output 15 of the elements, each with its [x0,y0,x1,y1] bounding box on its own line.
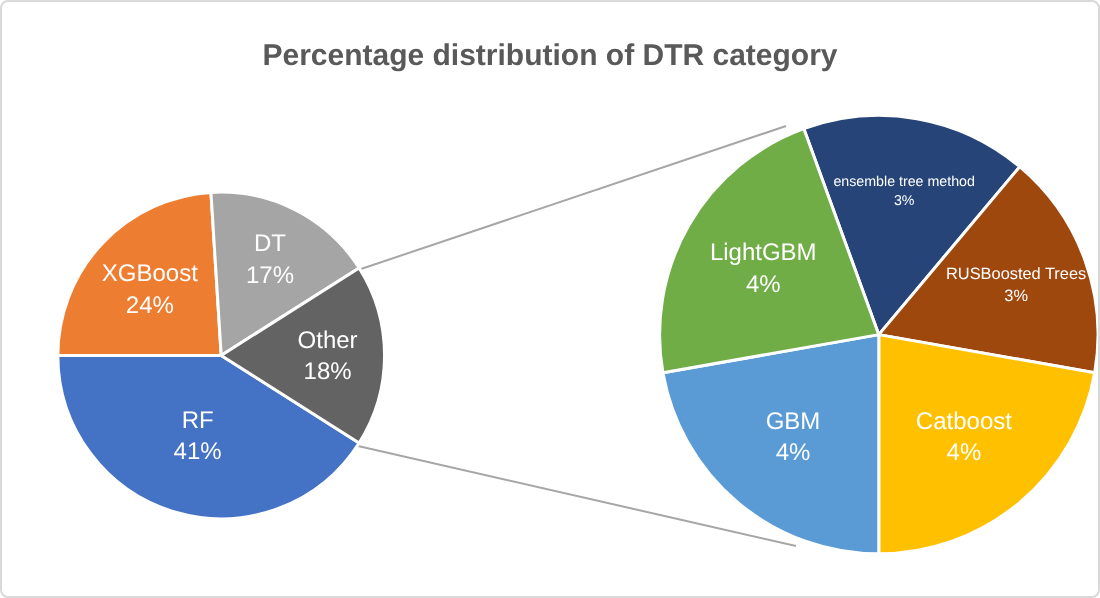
data-label: 41% [173,437,223,466]
slice-label: LightGBM [709,238,817,267]
data-label: 17% [246,260,295,289]
slice-label: RF [181,405,214,434]
data-label: 18% [303,357,353,386]
slice-label: Other [297,325,358,354]
slice-label: DT [254,229,288,258]
data-label: 4% [775,438,812,467]
data-label: 4% [745,269,782,298]
text: Percentage distribution of DTR category [262,38,839,73]
slice-label: GBM [765,407,821,436]
data-label: 24% [125,290,175,319]
slice-label: Catboost [915,407,1014,436]
data-label: 4% [946,438,982,467]
slice-label: XGBoost [101,259,200,288]
